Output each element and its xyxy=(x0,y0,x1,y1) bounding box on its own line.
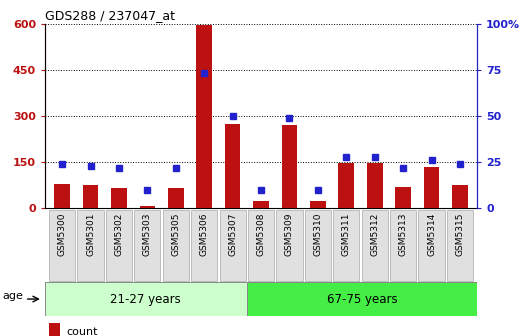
Text: GSM5300: GSM5300 xyxy=(58,213,67,256)
Bar xyxy=(139,206,155,208)
FancyBboxPatch shape xyxy=(390,210,416,281)
Bar xyxy=(111,188,127,208)
Bar xyxy=(45,282,246,316)
Bar xyxy=(423,167,439,208)
Bar xyxy=(49,323,60,336)
Text: GSM5306: GSM5306 xyxy=(200,213,209,256)
FancyBboxPatch shape xyxy=(163,210,189,281)
Text: GSM5310: GSM5310 xyxy=(313,213,322,256)
Text: 21-27 years: 21-27 years xyxy=(110,293,181,305)
Bar xyxy=(54,184,70,208)
Text: age: age xyxy=(2,291,23,301)
Bar xyxy=(310,201,325,208)
Text: GSM5308: GSM5308 xyxy=(257,213,266,256)
Text: GSM5315: GSM5315 xyxy=(455,213,464,256)
Text: GSM5302: GSM5302 xyxy=(114,213,123,256)
FancyBboxPatch shape xyxy=(276,210,303,281)
FancyBboxPatch shape xyxy=(106,210,132,281)
FancyBboxPatch shape xyxy=(219,210,246,281)
FancyBboxPatch shape xyxy=(191,210,217,281)
Text: GSM5309: GSM5309 xyxy=(285,213,294,256)
Text: GSM5303: GSM5303 xyxy=(143,213,152,256)
FancyBboxPatch shape xyxy=(333,210,359,281)
FancyBboxPatch shape xyxy=(248,210,274,281)
Text: GSM5313: GSM5313 xyxy=(399,213,408,256)
Text: GDS288 / 237047_at: GDS288 / 237047_at xyxy=(45,9,175,23)
FancyBboxPatch shape xyxy=(361,210,388,281)
Text: GSM5307: GSM5307 xyxy=(228,213,237,256)
Bar xyxy=(197,25,212,208)
Text: GSM5311: GSM5311 xyxy=(342,213,351,256)
FancyBboxPatch shape xyxy=(49,210,75,281)
FancyBboxPatch shape xyxy=(419,210,445,281)
Bar xyxy=(452,185,468,208)
Bar xyxy=(168,188,183,208)
Bar xyxy=(246,282,477,316)
Text: GSM5312: GSM5312 xyxy=(370,213,379,256)
Bar xyxy=(367,163,383,208)
Bar xyxy=(225,124,241,208)
Text: GSM5305: GSM5305 xyxy=(171,213,180,256)
Text: GSM5314: GSM5314 xyxy=(427,213,436,256)
Bar xyxy=(281,125,297,208)
Text: GSM5301: GSM5301 xyxy=(86,213,95,256)
Text: 67-75 years: 67-75 years xyxy=(326,293,397,305)
FancyBboxPatch shape xyxy=(134,210,161,281)
Text: count: count xyxy=(67,327,98,336)
Bar xyxy=(253,201,269,208)
FancyBboxPatch shape xyxy=(77,210,103,281)
Bar xyxy=(395,187,411,208)
Bar xyxy=(339,163,354,208)
FancyBboxPatch shape xyxy=(305,210,331,281)
FancyBboxPatch shape xyxy=(447,210,473,281)
Bar xyxy=(83,185,99,208)
